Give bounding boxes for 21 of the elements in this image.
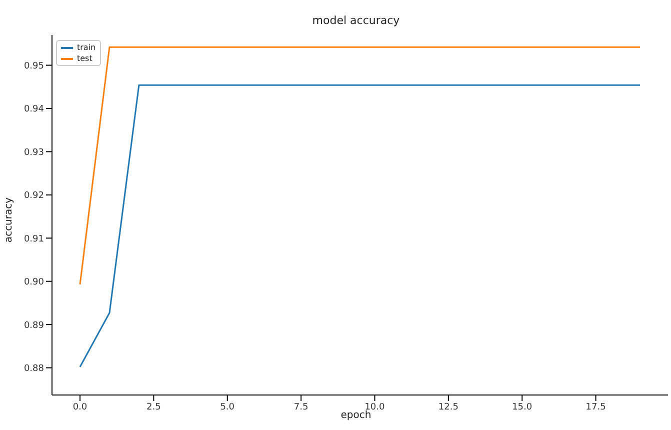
legend-label: test: [77, 53, 92, 64]
x-tick-label: 5.0: [220, 402, 235, 412]
y-tick-label: 0.93: [24, 148, 44, 158]
x-tick-label: 7.5: [294, 402, 308, 412]
x-tick-label: 2.5: [146, 402, 161, 412]
x-tick-label: 12.5: [438, 402, 458, 412]
chart-title: model accuracy: [311, 14, 401, 27]
x-tick-label: 10.0: [364, 402, 386, 412]
x-tick-label: 0.0: [72, 402, 88, 412]
y-tick-label: 0.91: [24, 234, 44, 244]
x-tick-label: 17.5: [586, 402, 606, 412]
y-tick-label: 0.94: [24, 104, 44, 115]
y-tick-label: 0.88: [24, 364, 44, 374]
y-tick-label: 0.92: [24, 191, 44, 202]
y-tick-label: 0.95: [24, 61, 44, 72]
x-tick-label: 15.0: [512, 402, 532, 412]
y-axis-title: accuracy: [4, 197, 14, 243]
x-axis-title: epoch: [340, 410, 372, 421]
legend-label: train: [77, 42, 96, 53]
y-tick-label: 0.90: [24, 278, 44, 288]
y-tick-label: 0.89: [24, 320, 44, 331]
